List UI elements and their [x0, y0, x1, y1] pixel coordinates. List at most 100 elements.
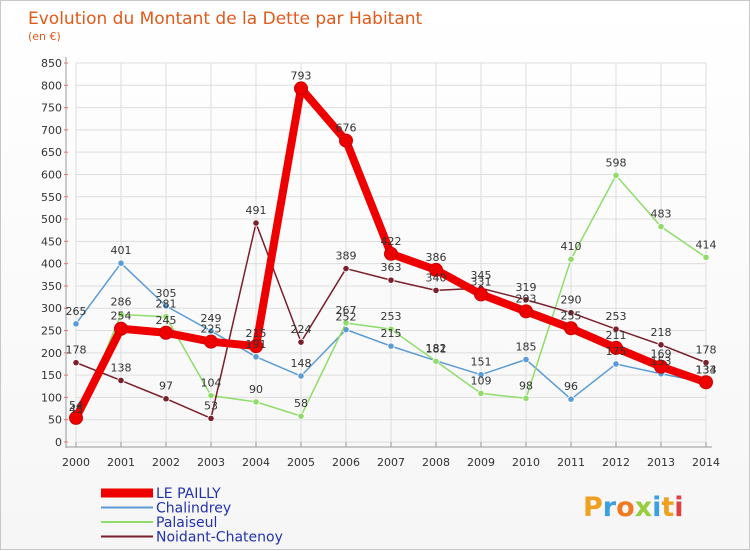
data-label: 54: [69, 399, 83, 412]
legend: LE PAILLYChalindreyPalaiseulNoidant-Chat…: [101, 486, 283, 546]
data-label: 133: [696, 364, 717, 377]
data-label: 290: [561, 294, 582, 307]
data-point: [519, 304, 533, 319]
data-label: 422: [381, 235, 402, 248]
data-point: [204, 334, 218, 349]
data-point: [699, 375, 713, 390]
data-label: 253: [381, 310, 402, 323]
data-label: 793: [291, 69, 312, 82]
data-point: [564, 321, 578, 336]
data-point: [162, 395, 170, 403]
y-tick-label: 550: [41, 191, 62, 204]
data-label: 224: [291, 323, 312, 336]
data-label: 148: [291, 357, 312, 370]
data-point: [72, 320, 80, 328]
data-point: [567, 309, 575, 317]
data-label: 255: [561, 309, 582, 322]
data-point: [432, 286, 440, 294]
x-tick-label: 2003: [197, 456, 225, 469]
x-tick-label: 2006: [332, 456, 360, 469]
x-tick-label: 2014: [692, 456, 720, 469]
data-label: 178: [696, 344, 717, 357]
y-tick-label: 0: [55, 436, 62, 449]
data-label: 182: [426, 342, 447, 355]
data-point: [342, 264, 350, 273]
data-point: [207, 392, 215, 400]
x-tick-label: 2002: [152, 456, 180, 469]
data-point: [117, 376, 125, 385]
data-label: 218: [651, 326, 672, 339]
data-label: 253: [606, 310, 627, 323]
data-labels: 265 401 305 249 191 148 252 215 182 151 185 96 175 15…: [66, 69, 717, 416]
data-point: [339, 133, 353, 148]
data-point: [387, 325, 395, 333]
data-label: 676: [336, 122, 357, 135]
data-point: [207, 327, 215, 335]
y-tick-label: 400: [41, 258, 62, 271]
x-tick-label: 2010: [512, 456, 540, 469]
y-tick-label: 600: [41, 168, 62, 181]
data-point: [297, 372, 305, 380]
gridlines: [75, 62, 707, 443]
y-tick-label: 50: [48, 414, 62, 427]
y-tick-label: 500: [41, 213, 62, 226]
data-label: 104: [201, 377, 222, 390]
data-label: 153: [651, 355, 672, 368]
data-label: 265: [66, 305, 87, 318]
data-point: [117, 310, 125, 319]
data-point: [252, 398, 260, 406]
data-point: [657, 341, 665, 349]
data-label: 267: [336, 304, 357, 317]
x-tick-label: 2007: [377, 456, 405, 469]
data-label: 185: [516, 341, 537, 354]
data-point: [654, 359, 668, 374]
data-label: 181: [426, 342, 447, 355]
data-label: 109: [471, 374, 492, 387]
y-tick-label: 100: [41, 391, 62, 404]
data-label: 254: [111, 310, 132, 323]
data-label: 98: [519, 379, 533, 392]
data-label: 215: [246, 327, 267, 340]
y-tick-label: 650: [41, 146, 62, 159]
y-tick-label: 700: [41, 124, 62, 137]
data-label: 97: [159, 380, 173, 393]
x-tick-label: 2011: [557, 456, 585, 469]
data-point: [207, 414, 215, 422]
data-label: 134: [696, 363, 717, 376]
data-label: 386: [426, 251, 447, 264]
x-tick-label: 2012: [602, 456, 630, 469]
data-label: 293: [516, 292, 537, 305]
data-label: 53: [204, 399, 218, 412]
data-label: 151: [471, 356, 492, 369]
data-label: 215: [381, 327, 402, 340]
data-point: [429, 262, 443, 277]
data-point: [387, 342, 395, 350]
legend-label: Palaiseul: [156, 515, 217, 531]
data-point: [432, 357, 440, 365]
legend-label: Noidant-Chatenoy: [156, 530, 283, 546]
data-point: [252, 353, 260, 361]
x-tick-label: 2001: [107, 456, 135, 469]
data-label: 211: [606, 329, 627, 342]
data-point: [297, 338, 305, 346]
chart-subtitle: (en €): [28, 30, 61, 43]
data-label: 483: [651, 208, 672, 221]
data-point: [294, 81, 308, 96]
series-lines: [69, 81, 713, 426]
data-label: 191: [246, 338, 267, 351]
y-tick-label: 150: [41, 369, 62, 382]
data-point: [72, 359, 80, 367]
data-point: [114, 321, 128, 336]
data-point: [702, 253, 710, 262]
data-label: 410: [561, 240, 582, 253]
data-label: 331: [471, 275, 492, 288]
data-label: 178: [66, 344, 87, 357]
data-point: [384, 246, 398, 261]
x-tick-label: 2013: [647, 456, 675, 469]
data-point: [702, 359, 710, 367]
data-label: 491: [246, 204, 267, 217]
data-point: [522, 355, 530, 364]
data-point: [342, 319, 350, 327]
data-label: 225: [201, 323, 222, 336]
